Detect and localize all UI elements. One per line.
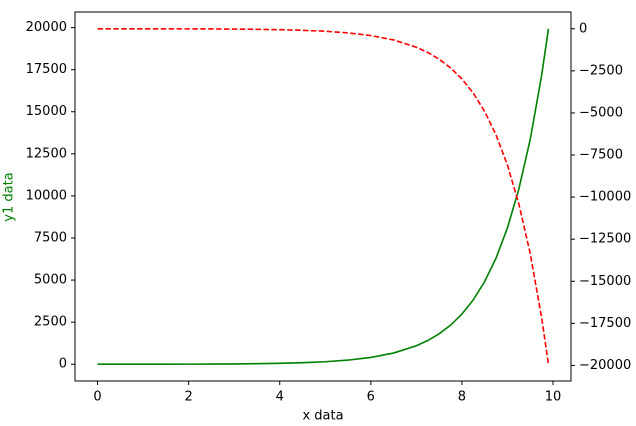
x-tick-label: 10 — [545, 390, 562, 405]
y2-tick-label: −10000 — [579, 190, 631, 205]
y2-tick-label: −15000 — [579, 274, 631, 289]
y-tick-label: 12500 — [26, 146, 67, 161]
y2-tick-label: −7500 — [579, 148, 623, 163]
y2-tick-label: −5000 — [579, 105, 623, 120]
y-tick-label: 20000 — [26, 20, 67, 35]
axes-frame — [74, 11, 572, 382]
y-tick-label: 15000 — [26, 104, 67, 119]
y2-tick-label: −17500 — [579, 316, 631, 331]
x-tick-label: 0 — [93, 390, 101, 405]
y-tick-label: 10000 — [26, 188, 67, 203]
x-tick-label: 4 — [276, 390, 284, 405]
y2-tick-label: −20000 — [579, 358, 631, 373]
x-tick-label: 2 — [184, 390, 192, 405]
y-axis-label: y1 data — [2, 172, 17, 221]
y-tick-label: 7500 — [34, 230, 67, 245]
y-tick-label: 2500 — [34, 315, 67, 330]
y2-tick-label: −2500 — [579, 63, 623, 78]
x-tick-label: 6 — [367, 390, 375, 405]
line — [97, 28, 550, 366]
y-tick-label: 0 — [59, 357, 67, 372]
line — [97, 27, 550, 365]
y2-tick-label: 0 — [579, 21, 587, 36]
x-axis-label: x data — [302, 409, 343, 424]
y-tick-label: 5000 — [34, 273, 67, 288]
y-tick-label: 17500 — [26, 62, 67, 77]
y2-tick-label: −12500 — [579, 232, 631, 247]
x-tick-label: 8 — [458, 390, 466, 405]
